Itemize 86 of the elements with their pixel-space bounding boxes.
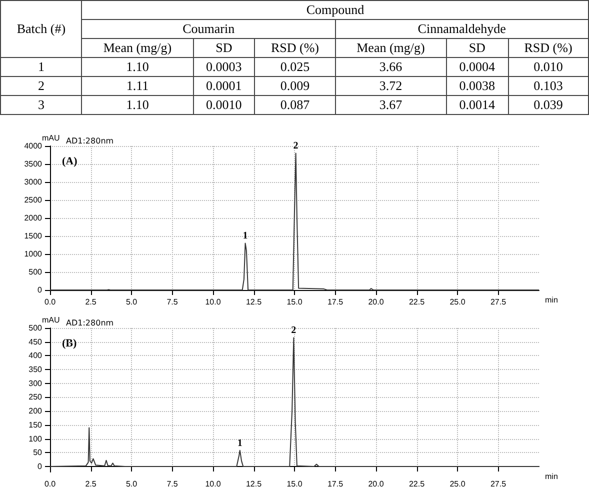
y-tick-label: 350 — [28, 365, 43, 374]
text: 0.0001 — [193, 76, 255, 96]
y-tick-label: 250 — [28, 392, 43, 402]
annotation: 2 — [291, 325, 296, 336]
x-axis-title: min — [545, 296, 558, 304]
text: Mean (mg/g) — [82, 38, 194, 58]
y-tick-label: 2000 — [24, 214, 43, 222]
x-tick-label: 7.5 — [166, 298, 178, 306]
text: RSD (%) — [508, 38, 588, 58]
x-tick-label: 5.0 — [126, 480, 138, 488]
text: 1.10 — [82, 58, 194, 76]
text: 2 — [0, 76, 82, 96]
y-tick-label: 100 — [28, 434, 43, 444]
x-tick-label: 27.5 — [490, 298, 507, 306]
x-tick-label: 10.0 — [205, 298, 222, 306]
text: 1 — [0, 58, 82, 76]
annotation: 1 — [242, 230, 248, 242]
text: SD — [193, 38, 255, 58]
text: Coumarin — [82, 20, 336, 38]
y-tick-label: 4000 — [24, 142, 43, 150]
text: 0.009 — [254, 76, 336, 96]
text: 0.0038 — [446, 76, 508, 96]
y-axis-title: mAU — [42, 134, 60, 143]
text: 0.087 — [254, 96, 336, 114]
x-tick-label: 22.5 — [408, 298, 426, 306]
x-tick-label: 17.5 — [327, 480, 344, 488]
text: 0.010 — [508, 58, 588, 76]
y-tick-label: 400 — [28, 351, 43, 360]
y-tick-label: 300 — [28, 378, 43, 388]
x-axis-title: min — [545, 472, 558, 481]
x-tick-label: 10.0 — [205, 480, 222, 488]
x-tick-label: 25.0 — [450, 298, 466, 306]
x-tick-label: 22.5 — [408, 480, 426, 488]
text: 3.67 — [335, 96, 446, 114]
x-tick-label: 20.0 — [368, 298, 384, 306]
text: 0.0010 — [193, 96, 255, 114]
text: 0.0014 — [446, 96, 508, 114]
text: 0.0003 — [193, 58, 255, 76]
y-tick-label: 450 — [28, 337, 43, 346]
x-tick-label: 2.5 — [85, 480, 97, 488]
text: 0.103 — [508, 76, 588, 96]
y-tick-label: 150 — [28, 420, 43, 430]
x-tick-label: 15.0 — [286, 480, 303, 488]
text: 1.11 — [82, 76, 194, 96]
y-tick-label: 2500 — [24, 196, 43, 204]
text: Cinnamaldehyde — [335, 20, 588, 38]
x-tick-label: 12.5 — [246, 298, 262, 306]
text: Compound — [82, 0, 588, 20]
text: SD — [446, 38, 508, 58]
text: 0.025 — [254, 58, 336, 76]
x-tick-label: 5.0 — [126, 298, 138, 306]
x-tick-label: 0.0 — [44, 298, 56, 306]
x-tick-label: 7.5 — [166, 480, 178, 488]
y-tick-label: 1000 — [24, 250, 43, 258]
y-axis-title: mAU — [42, 316, 60, 325]
text: 3.72 — [335, 76, 446, 96]
text: 0.039 — [508, 96, 588, 114]
text: Batch (#) — [0, 0, 82, 58]
y-tick-label: 200 — [28, 406, 43, 416]
x-tick-label: 17.5 — [327, 298, 344, 306]
y-tick-label: 50 — [33, 448, 43, 458]
y-tick-label: 3000 — [24, 178, 43, 186]
text: AD1:280nm — [66, 318, 114, 328]
text: 0.0004 — [446, 58, 508, 76]
y-tick-label: 500 — [28, 324, 43, 332]
x-tick-label: 12.5 — [246, 480, 262, 488]
annotation: 2 — [293, 140, 298, 152]
text: 3 — [0, 96, 82, 114]
y-tick-label: 0 — [38, 286, 43, 294]
x-tick-label: 15.0 — [286, 298, 303, 306]
y-tick-label: 3500 — [24, 160, 43, 168]
x-tick-label: 25.0 — [450, 480, 466, 488]
annotation: 1 — [237, 438, 242, 449]
x-tick-label: 2.5 — [85, 298, 97, 306]
text: AD1:280nm — [66, 136, 114, 146]
x-tick-label: 20.0 — [368, 480, 384, 488]
x-tick-label: 0.0 — [44, 480, 56, 488]
x-tick-label: 27.5 — [490, 480, 507, 488]
text: 1.10 — [82, 96, 194, 114]
y-tick-label: 1500 — [24, 232, 43, 240]
text: (A) — [62, 156, 78, 168]
text: Mean (mg/g) — [335, 38, 446, 58]
text: 3.66 — [335, 58, 446, 76]
text: RSD (%) — [254, 38, 336, 58]
y-tick-label: 500 — [28, 268, 43, 276]
y-tick-label: 0 — [38, 462, 43, 471]
